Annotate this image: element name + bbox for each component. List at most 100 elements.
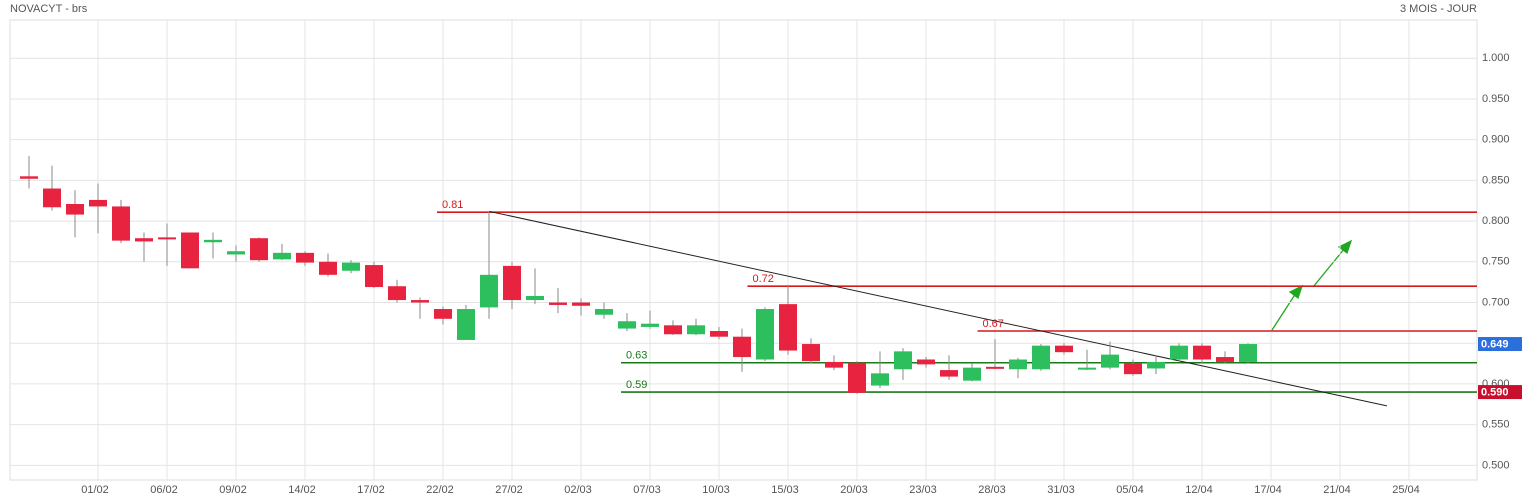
candle-body [1078, 367, 1096, 370]
candle-body [66, 204, 84, 215]
x-tick-label: 31/03 [1047, 484, 1075, 496]
x-tick-label: 15/03 [771, 484, 799, 496]
x-tick-label: 21/04 [1323, 484, 1351, 496]
x-tick-label: 05/04 [1116, 484, 1144, 496]
candle-body [917, 359, 935, 365]
candle-body [1101, 354, 1119, 368]
level-label: 0.72 [753, 273, 774, 285]
x-tick-label: 22/02 [426, 484, 454, 496]
level-label: 0.81 [442, 199, 463, 211]
candle-body [1193, 345, 1211, 360]
x-tick-label: 27/02 [495, 484, 523, 496]
candle-body [503, 265, 521, 301]
candle-body [1009, 359, 1027, 370]
candle-body [848, 362, 866, 393]
candle-body [250, 238, 268, 261]
price-tag [1478, 337, 1522, 352]
price-tag [1478, 385, 1522, 400]
candle-body [411, 300, 429, 303]
candle-body [43, 188, 61, 208]
candle-body [181, 232, 199, 269]
candle-body [1147, 361, 1165, 369]
candle-body [779, 304, 797, 351]
candle-body [89, 199, 107, 207]
price-tag-label: 0.590 [1481, 386, 1509, 398]
x-tick-label: 12/04 [1185, 484, 1213, 496]
candle-body [457, 309, 475, 340]
arrow-head [1288, 284, 1304, 300]
arrow [1271, 292, 1297, 331]
level-label: 0.59 [626, 379, 647, 391]
plot-area [9, 19, 1478, 481]
candle-body [227, 251, 245, 255]
arrow-head [1337, 239, 1353, 255]
x-tick-label: 28/03 [978, 484, 1006, 496]
x-tick-label: 09/02 [219, 484, 247, 496]
y-tick-label: 0.550 [1482, 419, 1510, 431]
candle-body [112, 206, 130, 241]
x-tick-label: 14/02 [288, 484, 316, 496]
y-tick-label: 0.950 [1482, 93, 1510, 105]
candle-body [526, 296, 544, 301]
y-tick-label: 0.700 [1482, 296, 1510, 308]
candle-body [986, 366, 1004, 369]
grid [10, 20, 1477, 480]
chart-subtitle: 3 MOIS - JOUR [1400, 3, 1477, 15]
candle-body [342, 262, 360, 271]
x-tick-label: 01/02 [81, 484, 109, 496]
candle-body [135, 238, 153, 242]
y-tick-label: 0.750 [1482, 256, 1510, 268]
level-label: 0.67 [983, 318, 1004, 330]
x-tick-label: 07/03 [633, 484, 661, 496]
level-label: 0.63 [626, 350, 647, 362]
candle-body [940, 370, 958, 377]
y-tick-label: 0.850 [1482, 174, 1510, 186]
x-tick-label: 20/03 [840, 484, 868, 496]
candle-body [825, 361, 843, 368]
x-tick-label: 17/02 [357, 484, 385, 496]
candle-body [733, 336, 751, 358]
candle-body [871, 373, 889, 386]
candle-body [687, 325, 705, 335]
candle-body [480, 274, 498, 308]
x-tick-label: 23/03 [909, 484, 937, 496]
y-tick-label: 1.000 [1482, 52, 1510, 64]
candle-body [365, 265, 383, 288]
candle-body [319, 261, 337, 275]
y-tick-label: 0.800 [1482, 215, 1510, 227]
candle-body [1055, 345, 1073, 353]
candle-body [1170, 345, 1188, 360]
candle-body [572, 302, 590, 306]
candle-body [158, 237, 176, 240]
candle-body [20, 176, 38, 179]
candle-body [1239, 344, 1257, 362]
candle-body [894, 351, 912, 370]
y-tick-label: 0.900 [1482, 134, 1510, 146]
candle-body [1216, 357, 1234, 362]
x-tick-label: 02/03 [564, 484, 592, 496]
candle-body [641, 323, 659, 327]
candle-body [595, 309, 613, 315]
candle-body [963, 367, 981, 381]
candle-body [204, 239, 222, 243]
candle-body [1124, 363, 1142, 375]
trendline [488, 210, 1388, 407]
chart-title: NOVACYT - brs [10, 3, 88, 15]
candle-body [1032, 345, 1050, 370]
candle-body [388, 286, 406, 301]
candle-body [273, 252, 291, 260]
x-tick-label: 17/04 [1254, 484, 1282, 496]
x-tick-label: 25/04 [1392, 484, 1420, 496]
candle-body [549, 302, 567, 305]
candle-body [618, 321, 636, 329]
price-tag-label: 0.649 [1481, 338, 1509, 350]
candle-body [756, 309, 774, 360]
y-tick-label: 0.500 [1482, 459, 1510, 471]
x-tick-label: 06/02 [150, 484, 178, 496]
candle-body [710, 331, 728, 337]
candle-body [802, 344, 820, 362]
x-tick-label: 10/03 [702, 484, 730, 496]
candle-body [664, 325, 682, 335]
candle-body [434, 309, 452, 319]
